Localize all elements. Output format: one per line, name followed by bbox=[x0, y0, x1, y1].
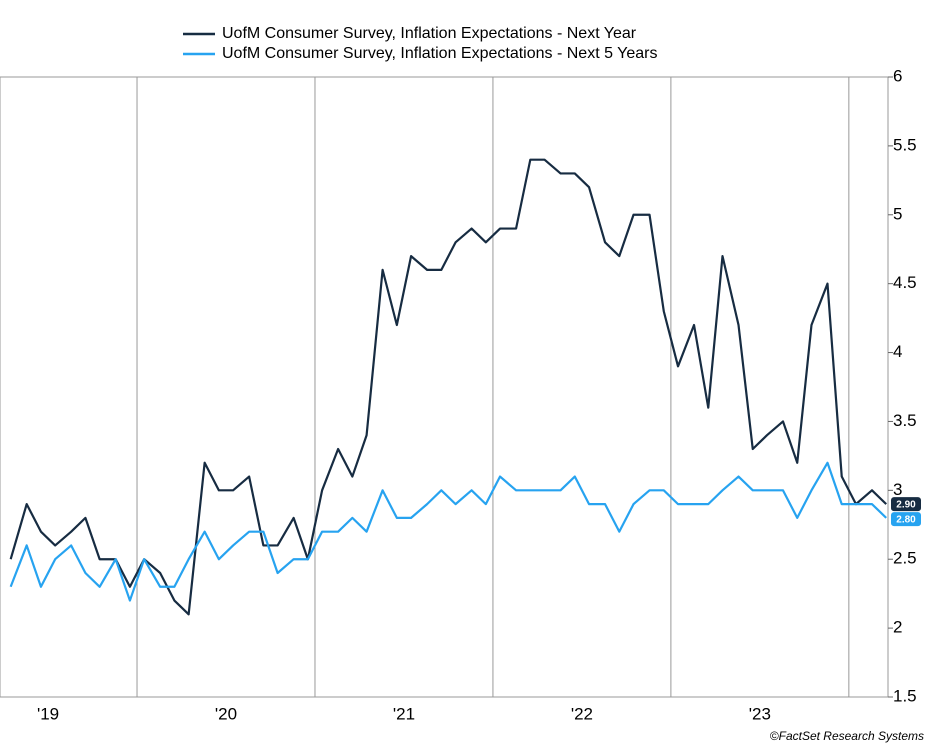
y-tick-label: 4.5 bbox=[893, 273, 917, 292]
x-tick-label: '23 bbox=[749, 704, 771, 723]
legend-label: UofM Consumer Survey, Inflation Expectat… bbox=[222, 45, 657, 62]
series-line bbox=[9, 158, 887, 616]
end-label-box bbox=[891, 512, 921, 527]
y-tick-label: 3.5 bbox=[893, 411, 917, 430]
y-tick-label: 2 bbox=[893, 618, 902, 637]
x-tick-label: '19 bbox=[37, 704, 59, 723]
series-line bbox=[9, 461, 887, 602]
x-tick-label: '20 bbox=[215, 704, 237, 723]
legend-label: UofM Consumer Survey, Inflation Expectat… bbox=[222, 25, 637, 42]
y-tick-label: 1.5 bbox=[893, 686, 917, 705]
y-tick-label: 5.5 bbox=[893, 135, 917, 154]
end-label: 2.90 bbox=[896, 499, 916, 510]
end-label: 2.80 bbox=[896, 514, 916, 525]
y-tick-label: 2.5 bbox=[893, 549, 917, 568]
plot-frame bbox=[0, 76, 889, 698]
y-tick-label: 5 bbox=[893, 204, 902, 223]
source: ©FactSet Research Systems bbox=[770, 729, 924, 743]
y-tick-label: 4 bbox=[893, 342, 902, 361]
y-tick-label: 3 bbox=[893, 480, 902, 499]
y-tick-label: 6 bbox=[893, 66, 902, 85]
x-tick-label: '21 bbox=[393, 704, 415, 723]
x-tick-label: '22 bbox=[571, 704, 593, 723]
end-label-box bbox=[891, 497, 921, 512]
